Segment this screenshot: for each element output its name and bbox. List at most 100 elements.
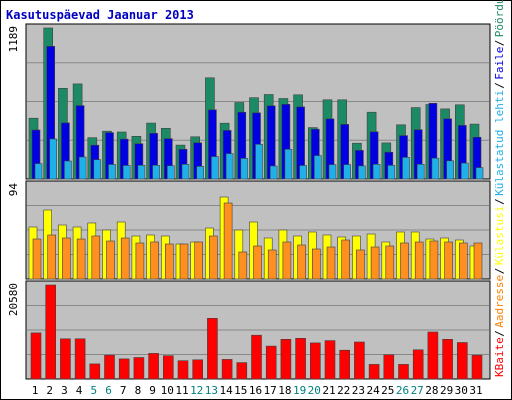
bar-bottom-kbaite-day-10 [163,355,174,380]
x-tick-label-day-10: 10 [161,384,174,397]
bar-middle-aadresse-day-21 [326,246,336,280]
x-tick-label-day-8: 8 [135,384,142,397]
x-tick-label-day-1: 1 [32,384,39,397]
bar-bottom-kbaite-day-14 [221,359,233,380]
bar-top-külastatud-lehti-day-15 [240,158,249,180]
bar-top-külastatud-lehti-day-10 [167,165,175,180]
x-tick-label-day-20: 20 [308,384,321,397]
bar-top-külastatud-lehti-day-21 [328,164,337,180]
bar-bottom-kbaite-day-8 [133,357,145,380]
x-tick-label-day-30: 30 [455,384,468,397]
bar-bottom-kbaite-day-19 [295,337,306,380]
bar-top-külastatud-lehti-day-20 [313,155,322,180]
legend-label-pöördumisi: Pöördumisi [493,0,506,37]
bar-middle-aadresse-day-24 [370,246,380,280]
bar-middle-aadresse-day-4 [76,238,86,280]
bar-middle-aadresse-day-22 [341,239,351,280]
chart-title: Kasutuspäevad Jaanuar 2013 [6,8,194,22]
bar-top-külastatud-lehti-day-9 [152,165,160,180]
x-tick-label-day-26: 26 [396,384,409,397]
bar-top-külastatud-lehti-day-24 [372,164,381,180]
bar-top-külastatud-lehti-day-26 [402,157,410,180]
x-tick-label-day-19: 19 [293,384,306,397]
bar-top-külastatud-lehti-day-28 [431,157,440,180]
bar-bottom-kbaite-day-4 [74,338,86,380]
bar-top-külastatud-lehti-day-22 [343,164,352,180]
legend-label-külastusi: Külastusi [493,206,506,266]
x-tick-label-day-3: 3 [61,384,68,397]
bar-middle-aadresse-day-20 [311,248,321,280]
bar-top-külastatud-lehti-day-19 [299,165,307,180]
legend-separator-1: / [493,330,506,337]
bar-top-külastatud-lehti-day-2 [49,138,58,180]
legend-separator-4: / [493,82,506,89]
bar-top-külastatud-lehti-day-8 [137,165,146,180]
bar-top-külastatud-lehti-day-7 [122,165,131,180]
x-tick-label-day-5: 5 [90,384,97,397]
x-tick-label-day-31: 31 [469,384,482,397]
bar-bottom-kbaite-day-18 [280,338,292,380]
bar-bottom-kbaite-day-28 [427,331,439,380]
bar-bottom-kbaite-day-17 [265,345,277,380]
bar-middle-aadresse-day-7 [120,237,130,280]
legend-separator-5: / [493,40,506,47]
bar-bottom-kbaite-day-6 [104,354,115,380]
bar-top-külastatud-lehti-day-17 [269,165,278,180]
bar-top-külastatud-lehti-day-13 [211,156,219,180]
x-tick-label-day-4: 4 [76,384,83,397]
bar-top-külastatud-lehti-day-23 [358,165,366,180]
bar-top-külastatud-lehti-day-5 [93,159,102,180]
bar-middle-aadresse-day-29 [444,241,453,280]
bar-bottom-kbaite-day-24 [368,364,380,380]
bar-middle-aadresse-day-1 [32,238,42,280]
bar-middle-aadresse-day-12 [194,241,203,280]
legend-separator-3: / [493,198,506,205]
bar-middle-aadresse-day-13 [209,235,218,280]
x-tick-label-day-9: 9 [149,384,156,397]
bar-top-külastatud-lehti-day-3 [64,160,72,180]
x-tick-label-day-12: 12 [190,384,203,397]
x-tick-label-day-17: 17 [264,384,277,397]
legend-separator-2: / [493,268,506,275]
bar-bottom-kbaite-day-3 [60,338,71,380]
panel-middle-ymax-label: 94 [7,183,20,197]
bar-top-külastatud-lehti-day-1 [34,163,43,180]
bar-bottom-kbaite-day-12 [192,359,203,380]
bar-middle-aadresse-day-25 [385,245,395,280]
panel-bottom-ymax-label: 20580 [7,283,20,316]
bar-middle-aadresse-day-19 [297,244,306,280]
bar-middle-aadresse-day-10 [165,243,174,280]
bar-top-külastatud-lehti-day-30 [460,162,469,180]
x-tick-label-day-27: 27 [411,384,424,397]
bar-middle-aadresse-day-28 [429,240,439,280]
x-tick-label-day-22: 22 [337,384,350,397]
bar-middle-aadresse-day-30 [458,242,468,280]
bar-top-külastatud-lehti-day-27 [416,164,425,180]
bar-top-külastatud-lehti-day-31 [475,167,484,180]
bar-top-külastatud-lehti-day-11 [181,164,190,180]
x-tick-label-day-11: 11 [175,384,188,397]
bar-top-külastatud-lehti-day-29 [446,160,454,180]
x-tick-label-day-21: 21 [322,384,335,397]
bar-bottom-kbaite-day-11 [177,360,189,380]
x-tick-label-day-29: 29 [440,384,453,397]
bar-bottom-kbaite-day-30 [456,342,468,380]
x-tick-label-day-14: 14 [219,384,233,397]
bar-middle-aadresse-day-18 [282,241,292,280]
bar-middle-aadresse-day-3 [62,237,71,280]
bar-top-külastatud-lehti-day-4 [78,156,87,180]
bar-bottom-kbaite-day-15 [236,362,248,380]
x-tick-label-day-15: 15 [234,384,247,397]
x-tick-label-day-7: 7 [120,384,127,397]
bar-middle-aadresse-day-6 [106,240,115,280]
x-tick-label-day-13: 13 [205,384,218,397]
bar-middle-aadresse-day-11 [179,243,189,280]
x-tick-label-day-23: 23 [352,384,365,397]
x-tick-label-day-6: 6 [105,384,112,397]
bar-bottom-kbaite-day-22 [339,349,351,380]
bar-middle-aadresse-day-26 [400,242,409,280]
bar-middle-aadresse-day-5 [91,235,101,280]
bar-bottom-kbaite-day-21 [324,340,336,380]
bar-middle-aadresse-day-15 [238,251,248,280]
